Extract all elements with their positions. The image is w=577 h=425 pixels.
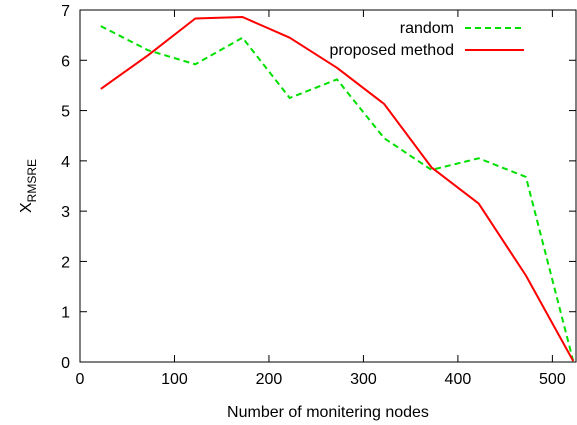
legend: random proposed method bbox=[329, 20, 524, 59]
plot-frame bbox=[79, 9, 577, 363]
x-tick-label: 100 bbox=[161, 371, 188, 388]
x-axis-label: Number of monitering nodes bbox=[227, 404, 429, 421]
y-tick-label: 6 bbox=[61, 53, 70, 70]
x-tick-label: 300 bbox=[350, 371, 377, 388]
legend-label-proposed-method: proposed method bbox=[329, 42, 454, 59]
y-tick-label: 3 bbox=[61, 204, 70, 221]
y-axis-label-main: X bbox=[18, 202, 35, 213]
series-line-random bbox=[100, 25, 575, 362]
axis-ticks: 0 100 200 300 400 500 0 1 2 3 4 5 6 7 bbox=[61, 3, 576, 388]
y-axis-label: XRMSRE bbox=[18, 159, 39, 213]
x-tick-label: 0 bbox=[76, 371, 85, 388]
y-tick-label: 7 bbox=[61, 3, 70, 20]
x-tick-label: 200 bbox=[256, 371, 283, 388]
x-tick-label: 500 bbox=[539, 371, 566, 388]
series-line-proposed-method bbox=[100, 16, 575, 362]
y-tick-label: 2 bbox=[61, 254, 70, 271]
legend-label-random: random bbox=[400, 20, 454, 37]
y-tick-label: 4 bbox=[61, 154, 70, 171]
y-tick-label: 5 bbox=[61, 104, 70, 121]
y-tick-label: 1 bbox=[61, 305, 70, 322]
series-layer bbox=[100, 16, 575, 362]
x-tick-label: 400 bbox=[445, 371, 472, 388]
y-axis-label-sub: RMSRE bbox=[25, 159, 39, 202]
y-tick-label: 0 bbox=[61, 355, 70, 372]
